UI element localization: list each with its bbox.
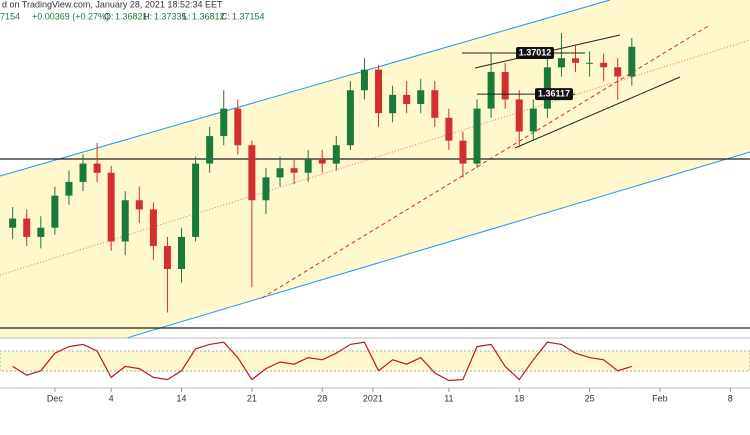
- header-key: C:: [221, 11, 230, 21]
- candle-body: [79, 163, 87, 182]
- annotation-box: [535, 88, 573, 101]
- channel-mid: [0, 39, 750, 276]
- candle-body: [586, 62, 594, 64]
- channel-upper: [0, 0, 611, 177]
- candle-body: [93, 163, 101, 173]
- candle-body: [234, 108, 242, 146]
- candle-body: [389, 94, 397, 114]
- x-tick-label: Dec: [47, 393, 64, 403]
- candle-body: [37, 227, 45, 237]
- candle-body: [121, 200, 129, 242]
- header-value: 1.36821: [115, 11, 148, 21]
- annotation-label: 1.36117: [538, 88, 570, 98]
- trend-line: [261, 24, 711, 299]
- x-tick-label: 25: [585, 393, 595, 403]
- candle-body: [614, 67, 622, 77]
- candle-body: [248, 145, 256, 201]
- candle-body: [9, 218, 17, 228]
- header-last: 7154: [0, 11, 20, 21]
- candle-body: [375, 69, 383, 114]
- candle-body: [149, 209, 157, 247]
- candle-body: [346, 90, 354, 146]
- candle-body: [23, 218, 31, 237]
- x-tick-label: 18: [514, 393, 524, 403]
- header-value: 1.36812: [192, 11, 225, 21]
- candle-body: [487, 71, 495, 109]
- channel-fill: [0, 0, 750, 340]
- header-source: d on TradingView.com, January 28, 2021 1…: [2, 0, 223, 9]
- candle-body: [304, 159, 312, 173]
- candle-body: [403, 94, 411, 105]
- candle-body: [290, 168, 298, 173]
- candle-body: [65, 181, 73, 196]
- candle-body: [628, 46, 636, 77]
- x-tick-label: 11: [444, 393, 453, 403]
- candle-body: [51, 195, 59, 228]
- candle-body: [318, 159, 326, 164]
- x-tick-label: 14: [177, 393, 187, 403]
- candle-body: [600, 62, 608, 68]
- candle-body: [220, 108, 228, 137]
- wedge-lower: [514, 76, 681, 149]
- candle-body: [360, 69, 368, 91]
- candle-body: [163, 246, 171, 269]
- candle-body: [276, 168, 284, 178]
- x-tick-label: 21: [247, 393, 257, 403]
- header-key: L:: [183, 11, 191, 21]
- candle-body: [135, 200, 143, 210]
- candle-body: [417, 90, 425, 105]
- annotation-label: 1.37012: [519, 47, 552, 57]
- candle-body: [107, 172, 115, 242]
- candle-body: [572, 58, 580, 63]
- header-key: H:: [143, 11, 152, 21]
- candle-body: [206, 136, 214, 164]
- header-value: 1.37154: [232, 11, 265, 21]
- candle-body: [445, 117, 453, 141]
- oscillator-line: [12, 341, 632, 382]
- oscillator-band: [0, 350, 750, 372]
- candle-body: [543, 67, 551, 109]
- header-change: +0.00369 (+0.27%): [32, 11, 109, 21]
- candle-body: [473, 108, 481, 164]
- candle-body: [515, 99, 523, 132]
- x-tick-label: 28: [317, 393, 327, 403]
- candle-body: [431, 90, 439, 118]
- x-tick-label: 2021: [363, 393, 383, 403]
- candle-body: [529, 108, 537, 132]
- candle-body: [192, 163, 200, 237]
- candle-body: [262, 177, 270, 201]
- candle-body: [178, 236, 186, 269]
- candle-body: [459, 140, 467, 164]
- x-tick-label: Feb: [652, 393, 668, 403]
- candle-body: [332, 145, 340, 164]
- candle-body: [557, 58, 565, 68]
- x-tick-label: 4: [109, 393, 114, 403]
- channel-lower: [119, 151, 750, 341]
- x-tick-label: 8: [728, 393, 733, 403]
- header-key: O:: [104, 11, 114, 21]
- candle-body: [501, 71, 509, 100]
- header-value: 1.37335: [154, 11, 187, 21]
- annotation-box: [516, 47, 554, 60]
